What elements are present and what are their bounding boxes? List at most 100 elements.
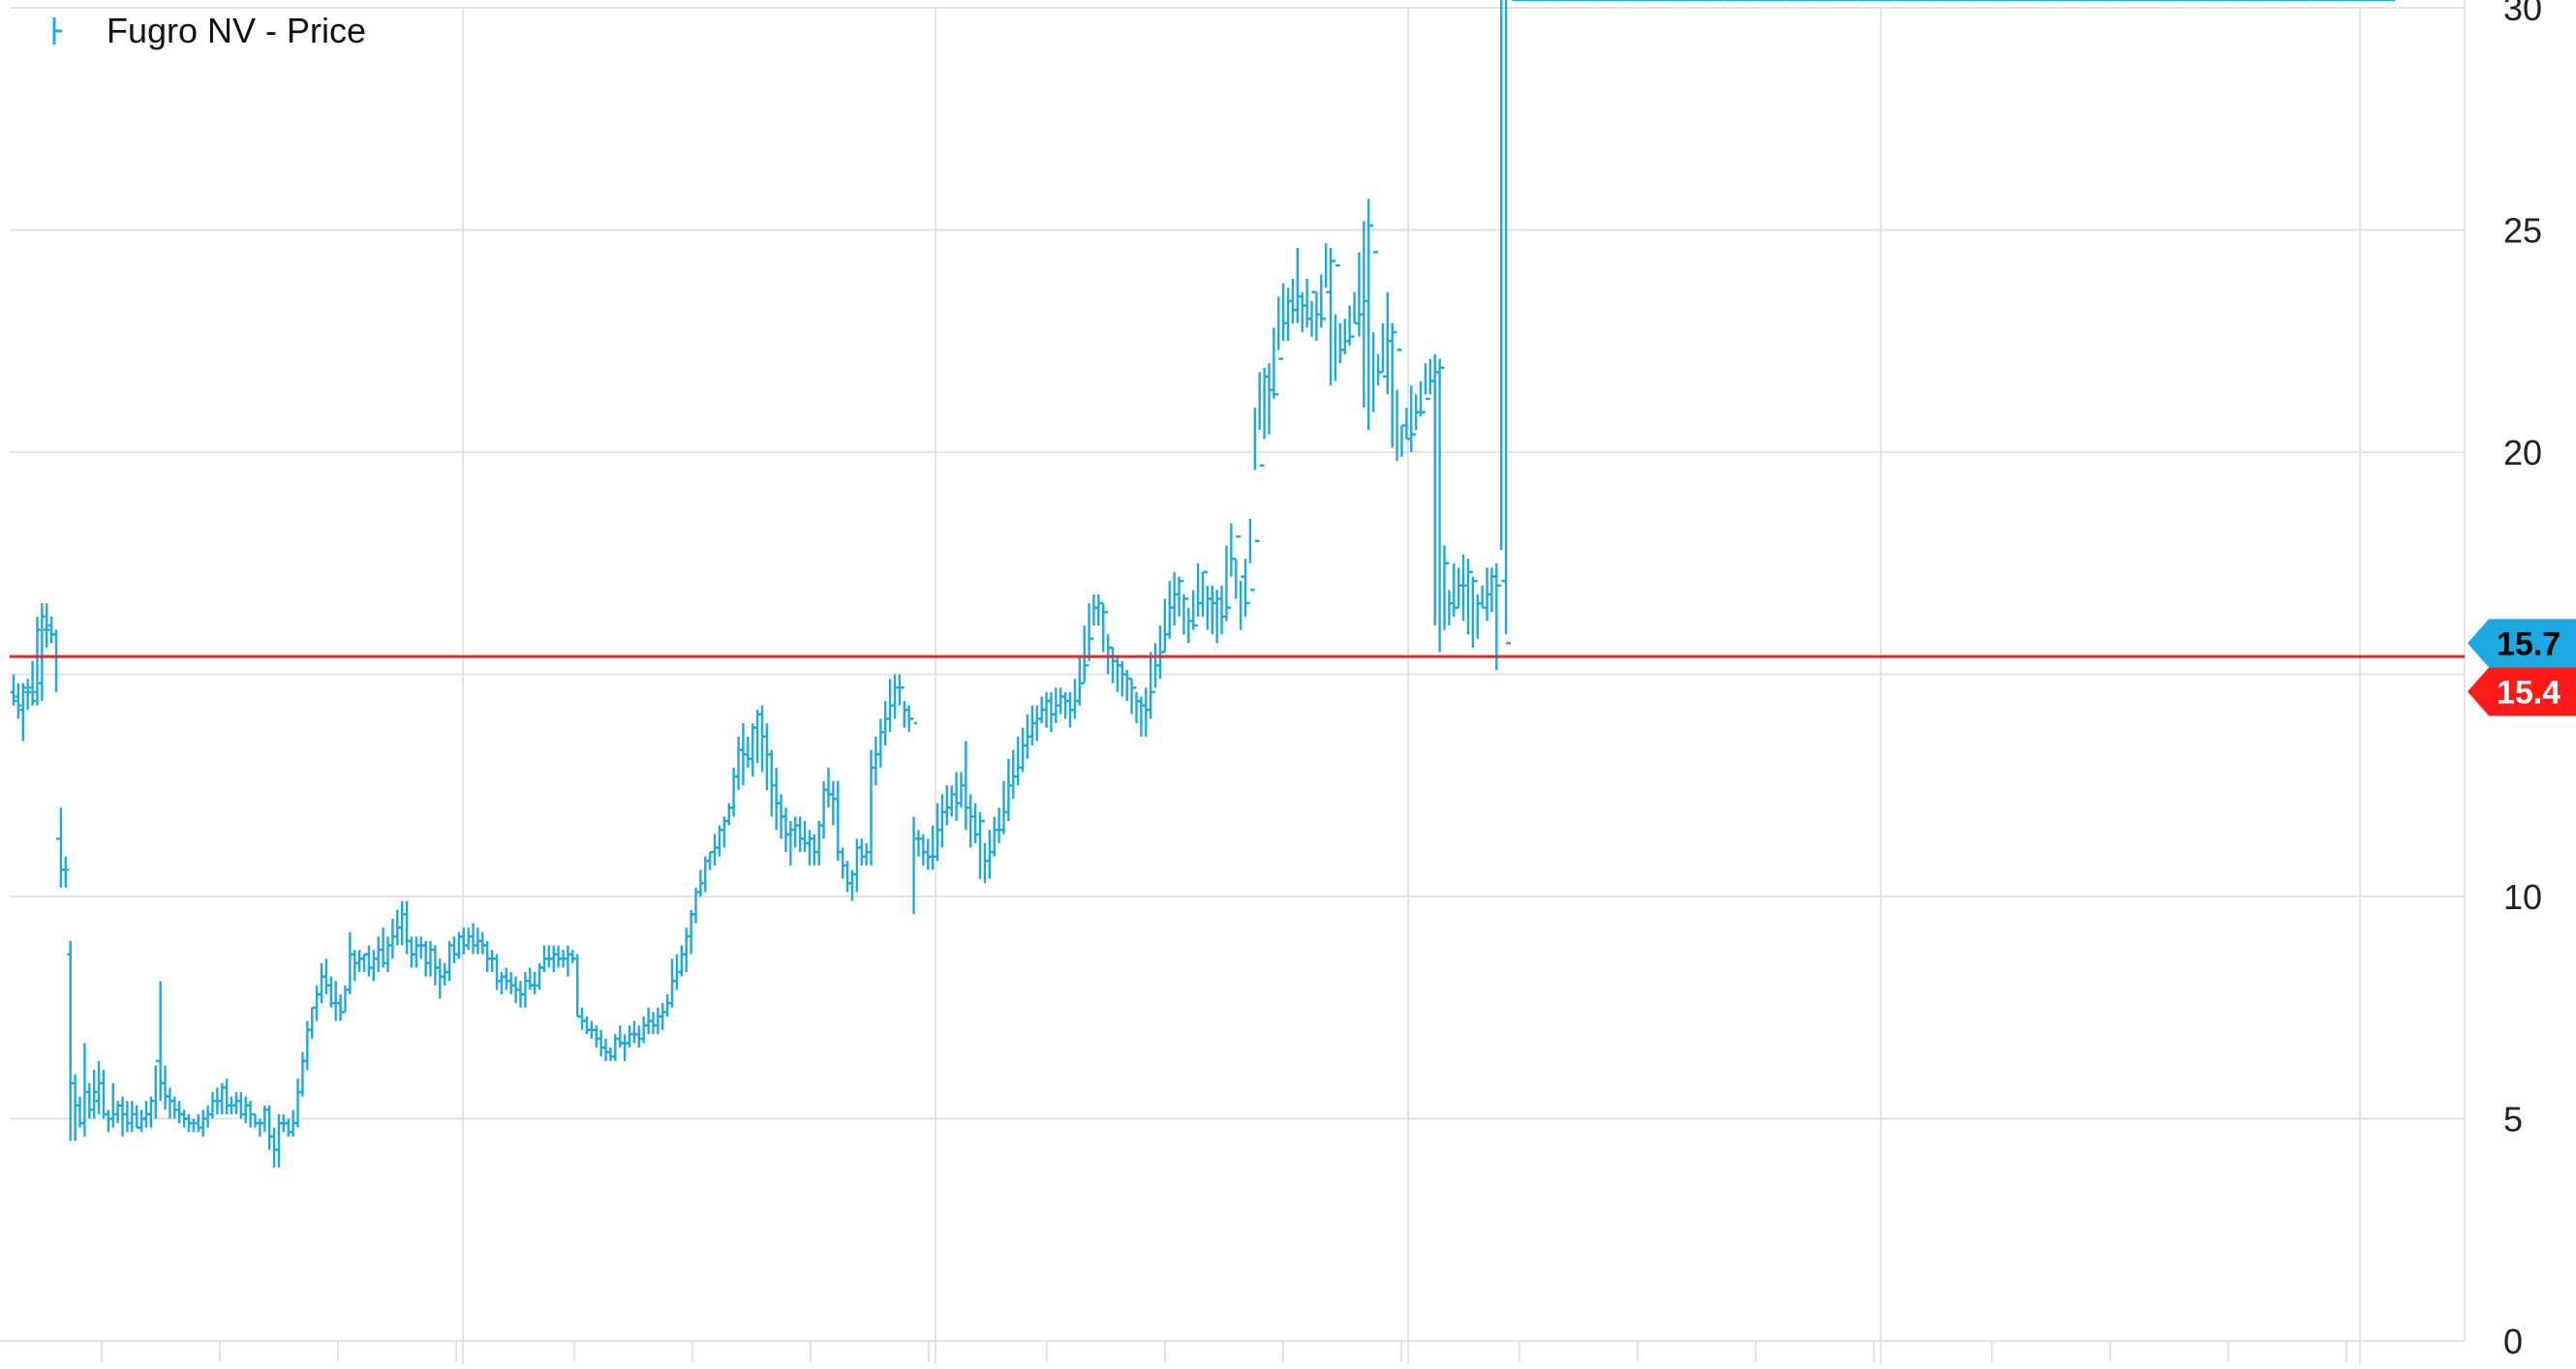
ohlc-bar — [503, 967, 510, 990]
ohlc-bar — [843, 861, 851, 893]
ohlc-bar — [1303, 278, 1311, 328]
ohlc-bar — [265, 1105, 273, 1150]
ohlc-bar — [427, 940, 434, 977]
ohlc-bar — [465, 928, 473, 951]
ohlc-bar — [1455, 567, 1462, 609]
ohlc-bar — [583, 1016, 591, 1035]
ohlc-bar — [285, 1118, 292, 1137]
ohlc-bar — [829, 780, 837, 826]
ohlc-bar — [1076, 656, 1084, 706]
ohlc-bar — [872, 736, 879, 786]
ohlc-bar — [100, 1070, 107, 1119]
ohlc-bar — [863, 842, 871, 866]
ohlc-bar — [1151, 643, 1159, 694]
ohlc-bar — [1071, 679, 1079, 719]
y-tick-label: 10 — [2503, 877, 2542, 917]
ohlc-bar — [1502, 0, 1510, 645]
ohlc-bar — [1394, 330, 1401, 462]
ohlc-bar — [621, 1034, 629, 1061]
ohlc-bar — [209, 1091, 216, 1119]
ohlc-bar — [678, 945, 686, 977]
ohlc-bar — [1061, 691, 1069, 719]
ohlc-bar — [1043, 691, 1050, 728]
ohlc-bar — [744, 736, 751, 768]
ohlc-bar — [1327, 247, 1334, 386]
ohlc-bar — [531, 972, 538, 994]
ohlc-bar — [1142, 687, 1150, 737]
ohlc-bar — [167, 1087, 173, 1119]
ohlc-bars-layer — [10, 0, 2396, 1168]
ohlc-bar — [1464, 559, 1472, 635]
ohlc-bar — [791, 816, 799, 848]
ohlc-bar — [996, 807, 1003, 843]
ohlc-bar — [1289, 278, 1297, 323]
ohlc-bar — [668, 958, 676, 1008]
ohlc-bar — [1279, 283, 1287, 360]
ohlc-bar — [299, 1051, 306, 1097]
ohlc-bar — [119, 1096, 126, 1137]
ohlc-bar — [370, 950, 378, 982]
legend-item[interactable]: Fugro NV - Price — [52, 11, 366, 50]
ohlc-bar — [801, 820, 809, 853]
ohlc-bar — [876, 718, 884, 768]
ohlc-bar — [417, 936, 425, 959]
ohlc-bar — [365, 945, 373, 977]
ohlc-bar — [175, 1101, 183, 1124]
ohlc-bar — [1199, 570, 1207, 617]
ohlc-bar — [1369, 224, 1377, 412]
price-badge-label: 15.4 — [2497, 674, 2561, 711]
ohlc-bar — [470, 923, 476, 955]
price-badge: 15.7 — [2468, 619, 2576, 668]
ohlc-bar — [966, 794, 974, 848]
ohlc-bar — [573, 954, 581, 1019]
ohlc-bar — [1218, 585, 1225, 635]
ohlc-bar — [403, 900, 411, 955]
ohlc-bar — [763, 722, 771, 790]
ohlc-bar — [758, 705, 766, 773]
ohlc-bar — [550, 945, 558, 973]
ohlc-bar — [1242, 559, 1249, 617]
ohlc-bar — [1507, 642, 1515, 658]
ohlc-bar — [162, 1065, 169, 1110]
ohlc-bar — [1209, 585, 1216, 635]
ohlc-bar — [782, 807, 789, 853]
ohlc-bar — [19, 683, 27, 742]
ohlc-bar — [1261, 367, 1269, 467]
ohlc-bar — [483, 940, 491, 973]
ohlc-bar — [1322, 243, 1330, 320]
ohlc-bar — [123, 1101, 131, 1133]
y-tick-label: 30 — [2503, 0, 2542, 28]
ohlc-bar — [1479, 585, 1487, 609]
ohlc-bar — [1256, 372, 1264, 542]
ohlc-bar — [1389, 322, 1396, 448]
ohlc-bar — [1436, 358, 1444, 653]
ohlc-bar — [1223, 545, 1230, 622]
ohlc-bar — [388, 918, 396, 959]
ohlc-bar — [1166, 581, 1174, 639]
ohlc-bar — [910, 717, 917, 915]
ohlc-bar — [1161, 598, 1169, 654]
ohlc-bar — [1109, 646, 1117, 684]
price-badge: 15.4 — [2468, 667, 2576, 716]
ohlc-bar — [1176, 576, 1182, 617]
ohlc-bar — [133, 1105, 140, 1129]
ohlc-bar — [626, 1025, 633, 1049]
ohlc-bar — [308, 1006, 316, 1039]
ohlc-bar — [1099, 601, 1107, 653]
ohlc-bar — [105, 1110, 112, 1133]
ohlc-bar — [195, 1113, 202, 1133]
ohlc-bar — [375, 936, 383, 973]
ohlc-bar — [1299, 291, 1306, 333]
ohlc-bar — [891, 674, 899, 719]
legend[interactable]: Fugro NV - Price — [52, 11, 366, 50]
ohlc-bar — [1194, 563, 1202, 627]
ohlc-bar — [72, 1074, 79, 1141]
ohlc-bar — [578, 1007, 586, 1030]
ohlc-bar — [436, 958, 444, 999]
ohlc-bar — [478, 931, 486, 955]
ohlc-bar — [1048, 691, 1055, 733]
ohlc-bar — [1004, 758, 1012, 821]
ohlc-bar — [753, 710, 761, 764]
ohlc-bar — [1171, 571, 1179, 626]
